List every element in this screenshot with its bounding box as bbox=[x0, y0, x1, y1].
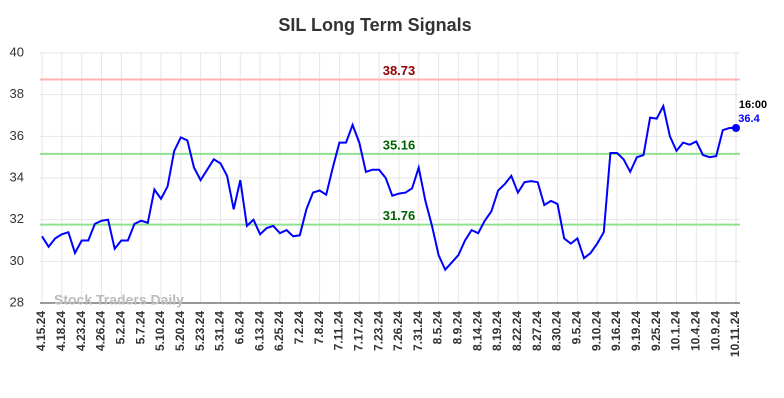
y-tick-label: 32 bbox=[10, 211, 24, 226]
watermark: Stock Traders Daily bbox=[54, 292, 184, 308]
last-point bbox=[732, 124, 740, 132]
x-tick-label: 10.4.24 bbox=[689, 311, 703, 351]
x-tick-label: 4.15.24 bbox=[34, 311, 48, 351]
x-tick-label: 9.19.24 bbox=[629, 311, 643, 351]
x-tick-label: 9.16.24 bbox=[609, 311, 623, 351]
x-tick-label: 5.31.24 bbox=[213, 311, 227, 351]
x-tick-label: 4.26.24 bbox=[94, 311, 108, 351]
y-tick-label: 34 bbox=[10, 169, 24, 184]
y-tick-label: 28 bbox=[10, 294, 24, 309]
x-tick-label: 5.2.24 bbox=[113, 311, 127, 345]
x-tick-label: 8.19.24 bbox=[490, 311, 504, 351]
x-tick-label: 7.23.24 bbox=[371, 311, 385, 351]
x-tick-label: 7.17.24 bbox=[351, 311, 365, 351]
last-value-label: 36.4 bbox=[738, 113, 760, 125]
x-tick-label: 4.18.24 bbox=[54, 311, 68, 351]
x-tick-label: 7.26.24 bbox=[391, 311, 405, 351]
x-tick-label: 7.11.24 bbox=[332, 311, 346, 351]
y-tick-label: 40 bbox=[10, 44, 24, 59]
x-tick-label: 7.2.24 bbox=[292, 311, 306, 345]
x-tick-label: 7.31.24 bbox=[411, 311, 425, 351]
y-tick-label: 30 bbox=[10, 253, 24, 268]
y-tick-label: 36 bbox=[10, 128, 24, 143]
x-tick-label: 4.23.24 bbox=[74, 311, 88, 351]
x-tick-label: 6.6.24 bbox=[232, 311, 246, 345]
x-tick-label: 6.25.24 bbox=[272, 311, 286, 351]
x-tick-label: 6.13.24 bbox=[252, 311, 266, 351]
x-tick-label: 7.8.24 bbox=[312, 311, 326, 345]
x-tick-label: 5.7.24 bbox=[133, 311, 147, 345]
x-tick-label: 9.5.24 bbox=[570, 311, 584, 345]
x-tick-label: 10.1.24 bbox=[669, 311, 683, 351]
x-tick-label: 9.25.24 bbox=[649, 311, 663, 351]
reference-label: 31.76 bbox=[383, 208, 416, 223]
reference-label: 38.73 bbox=[383, 63, 416, 78]
x-tick-label: 5.23.24 bbox=[193, 311, 207, 351]
x-tick-label: 8.9.24 bbox=[451, 311, 465, 345]
chart-title: SIL Long Term Signals bbox=[278, 15, 471, 35]
x-tick-label: 8.5.24 bbox=[431, 311, 445, 345]
x-tick-label: 9.10.24 bbox=[589, 311, 603, 351]
y-tick-label: 38 bbox=[10, 86, 24, 101]
x-tick-label: 8.27.24 bbox=[530, 311, 544, 351]
last-time-label: 16:00 bbox=[739, 99, 767, 111]
x-tick-label: 10.9.24 bbox=[708, 311, 722, 351]
x-tick-label: 8.14.24 bbox=[470, 311, 484, 351]
price-line bbox=[41, 103, 736, 272]
x-tick-label: 5.20.24 bbox=[173, 311, 187, 351]
x-tick-label: 8.22.24 bbox=[510, 311, 524, 351]
reference-label: 35.16 bbox=[383, 137, 416, 152]
x-tick-label: 5.10.24 bbox=[153, 311, 167, 351]
x-tick-label: 10.11.24 bbox=[728, 311, 742, 357]
x-tick-label: 8.30.24 bbox=[550, 311, 564, 351]
